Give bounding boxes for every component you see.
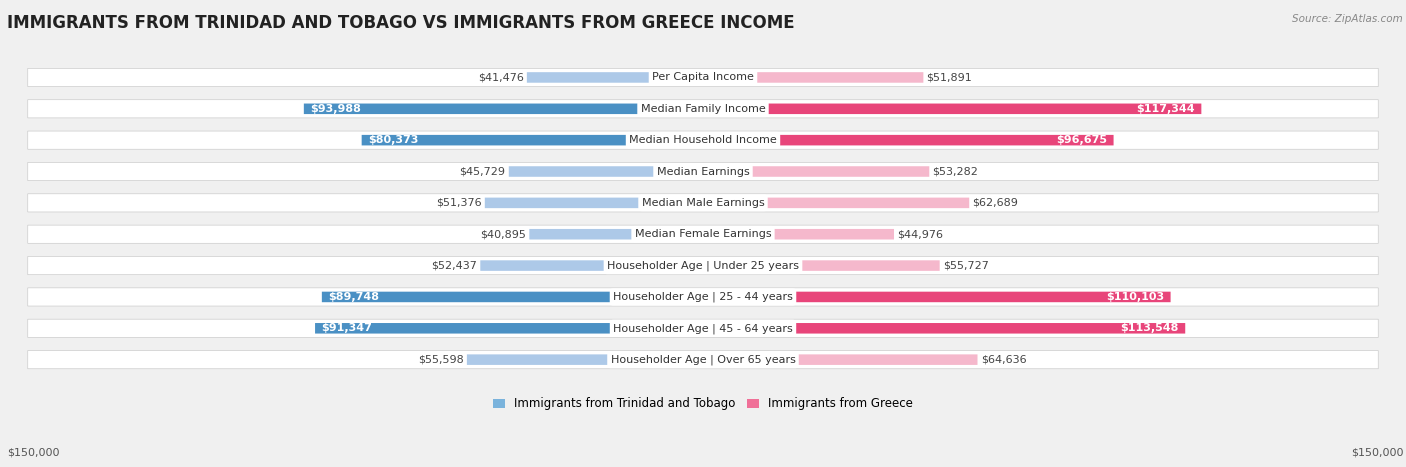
- FancyBboxPatch shape: [703, 292, 1171, 302]
- FancyBboxPatch shape: [28, 256, 1378, 275]
- FancyBboxPatch shape: [28, 351, 1378, 369]
- Text: $113,548: $113,548: [1121, 323, 1178, 333]
- FancyBboxPatch shape: [304, 104, 703, 114]
- FancyBboxPatch shape: [703, 229, 894, 240]
- Text: $44,976: $44,976: [897, 229, 943, 239]
- FancyBboxPatch shape: [703, 198, 969, 208]
- Text: Median Household Income: Median Household Income: [628, 135, 778, 145]
- FancyBboxPatch shape: [509, 166, 703, 177]
- FancyBboxPatch shape: [28, 68, 1378, 86]
- Text: $110,103: $110,103: [1107, 292, 1164, 302]
- Text: Median Family Income: Median Family Income: [641, 104, 765, 114]
- Text: Median Female Earnings: Median Female Earnings: [634, 229, 772, 239]
- Text: $55,727: $55,727: [943, 261, 988, 270]
- Text: $41,476: $41,476: [478, 72, 523, 83]
- Text: Median Earnings: Median Earnings: [657, 167, 749, 177]
- Text: Median Male Earnings: Median Male Earnings: [641, 198, 765, 208]
- Text: $51,891: $51,891: [927, 72, 973, 83]
- Text: $53,282: $53,282: [932, 167, 979, 177]
- Text: Source: ZipAtlas.com: Source: ZipAtlas.com: [1292, 14, 1403, 24]
- Text: $62,689: $62,689: [973, 198, 1018, 208]
- Text: $64,636: $64,636: [981, 354, 1026, 365]
- Text: $150,000: $150,000: [7, 448, 59, 458]
- Text: $89,748: $89,748: [328, 292, 380, 302]
- Text: $55,598: $55,598: [418, 354, 464, 365]
- FancyBboxPatch shape: [28, 319, 1378, 337]
- Text: Householder Age | 45 - 64 years: Householder Age | 45 - 64 years: [613, 323, 793, 333]
- FancyBboxPatch shape: [529, 229, 703, 240]
- FancyBboxPatch shape: [703, 72, 924, 83]
- Text: $150,000: $150,000: [1351, 448, 1403, 458]
- Text: Per Capita Income: Per Capita Income: [652, 72, 754, 83]
- Text: Householder Age | Under 25 years: Householder Age | Under 25 years: [607, 260, 799, 271]
- Text: $91,347: $91,347: [322, 323, 373, 333]
- FancyBboxPatch shape: [703, 135, 1114, 145]
- FancyBboxPatch shape: [527, 72, 703, 83]
- FancyBboxPatch shape: [703, 323, 1185, 333]
- Text: Householder Age | Over 65 years: Householder Age | Over 65 years: [610, 354, 796, 365]
- Text: $51,376: $51,376: [436, 198, 482, 208]
- FancyBboxPatch shape: [361, 135, 703, 145]
- Text: $45,729: $45,729: [460, 167, 506, 177]
- FancyBboxPatch shape: [703, 104, 1201, 114]
- FancyBboxPatch shape: [481, 260, 703, 271]
- FancyBboxPatch shape: [485, 198, 703, 208]
- FancyBboxPatch shape: [28, 225, 1378, 243]
- Text: $52,437: $52,437: [432, 261, 477, 270]
- Text: $117,344: $117,344: [1136, 104, 1195, 114]
- Text: $40,895: $40,895: [481, 229, 526, 239]
- Text: $93,988: $93,988: [311, 104, 361, 114]
- FancyBboxPatch shape: [28, 163, 1378, 181]
- FancyBboxPatch shape: [315, 323, 703, 333]
- FancyBboxPatch shape: [28, 288, 1378, 306]
- FancyBboxPatch shape: [28, 131, 1378, 149]
- FancyBboxPatch shape: [703, 260, 939, 271]
- FancyBboxPatch shape: [467, 354, 703, 365]
- Text: Householder Age | 25 - 44 years: Householder Age | 25 - 44 years: [613, 292, 793, 302]
- Text: $80,373: $80,373: [368, 135, 419, 145]
- Text: IMMIGRANTS FROM TRINIDAD AND TOBAGO VS IMMIGRANTS FROM GREECE INCOME: IMMIGRANTS FROM TRINIDAD AND TOBAGO VS I…: [7, 14, 794, 32]
- Text: $96,675: $96,675: [1056, 135, 1107, 145]
- FancyBboxPatch shape: [703, 166, 929, 177]
- Legend: Immigrants from Trinidad and Tobago, Immigrants from Greece: Immigrants from Trinidad and Tobago, Imm…: [488, 392, 918, 415]
- FancyBboxPatch shape: [322, 292, 703, 302]
- FancyBboxPatch shape: [703, 354, 977, 365]
- FancyBboxPatch shape: [28, 194, 1378, 212]
- FancyBboxPatch shape: [28, 100, 1378, 118]
